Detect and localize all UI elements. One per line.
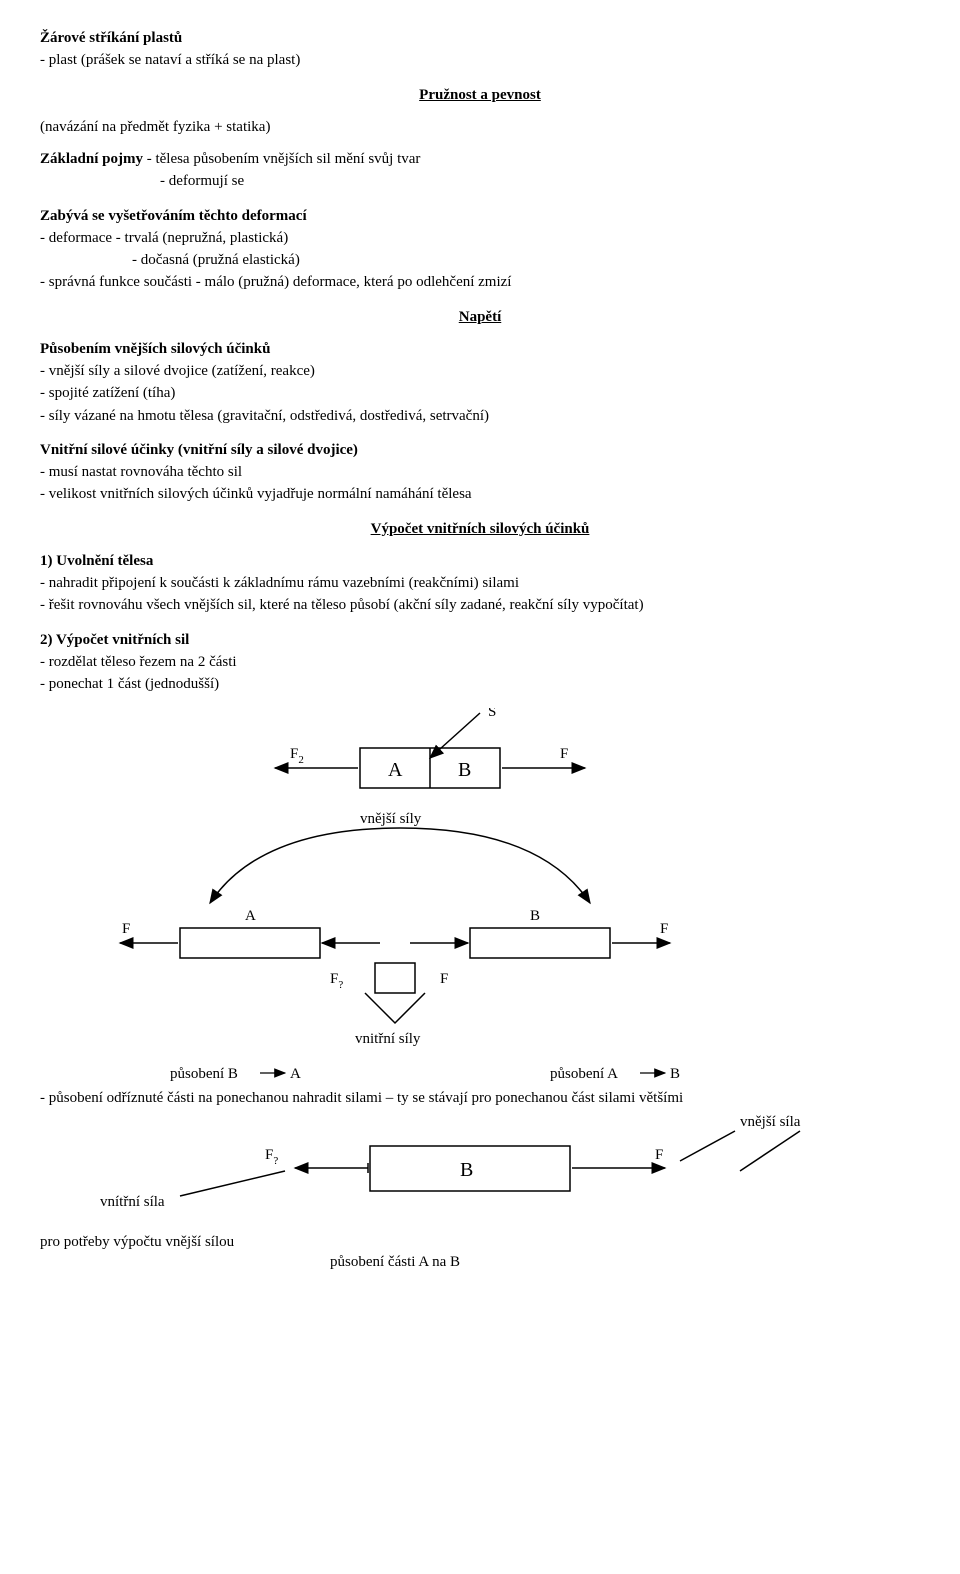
nav-note: (navázání na předmět fyzika + statika)	[40, 117, 920, 137]
bottom-line-1: pro potřeby výpočtu vnější sílou	[40, 1234, 235, 1250]
line: - dočasná (pružná elastická)	[40, 250, 920, 270]
line: Vnitřní silové účinky (vnitřní síly a si…	[40, 440, 920, 460]
line: - síly vázané na hmotu tělesa (gravitačn…	[40, 406, 920, 426]
svg-text:působení B: působení B	[170, 1066, 238, 1082]
line: - deformují se	[40, 171, 920, 191]
svg-text:F2: F2	[290, 746, 304, 766]
section-title: Výpočet vnitřních silových účinků	[40, 519, 920, 539]
line: 2) Výpočet vnitřních sil	[40, 630, 920, 650]
diagram-1: S A B F2 F	[140, 708, 690, 808]
diagram-3: vnější síla B F? F vnítřní síla pro potř…	[40, 1111, 920, 1271]
svg-text:F: F	[655, 1147, 663, 1163]
label-b: B	[458, 759, 471, 781]
svg-text:B: B	[670, 1066, 680, 1082]
label-f: F	[560, 746, 568, 762]
svg-text:B: B	[460, 1159, 473, 1181]
footer-line: - působení odříznuté části na ponechanou…	[40, 1088, 920, 1108]
line: Zabývá se vyšetřováním těchto deformací	[40, 206, 920, 226]
svg-text:A: A	[245, 908, 256, 924]
line: - rozdělat těleso řezem na 2 části	[40, 652, 920, 672]
line: - deformace - trvalá (nepružná, plastick…	[40, 228, 920, 248]
line: Působením vnějších silových účinků	[40, 339, 920, 359]
vnitrni-block: Vnitřní silové účinky (vnitřní síly a si…	[40, 440, 920, 505]
line: Základní pojmy - tělesa působením vnější…	[40, 149, 920, 169]
diagram-2: vnější síly A F B F F? F vnitřní síly pů…	[100, 808, 820, 1088]
label-a: A	[388, 759, 403, 781]
line: - vnější síly a silové dvojice (zatížení…	[40, 361, 920, 381]
zakladni-block: Základní pojmy - tělesa působením vnější…	[40, 149, 920, 192]
line: - spojité zatížení (tíha)	[40, 383, 920, 403]
svg-text:A: A	[290, 1066, 301, 1082]
line: - velikost vnitřních silových účinků vyj…	[40, 484, 920, 504]
inner-force-label: vnítřní síla	[100, 1194, 165, 1210]
zabyva-block: Zabývá se vyšetřováním těchto deformací …	[40, 206, 920, 293]
svg-text:F: F	[440, 971, 448, 987]
line: 1) Uvolnění tělesa	[40, 551, 920, 571]
title: Žárové stříkání plastů	[40, 28, 920, 48]
step1-block: 1) Uvolnění tělesa - nahradit připojení …	[40, 551, 920, 616]
line: - nahradit připojení k součásti k základ…	[40, 573, 920, 593]
svg-text:působení A: působení A	[550, 1066, 618, 1082]
line: - musí nastat rovnováha těchto sil	[40, 462, 920, 482]
label-title: vnější síly	[360, 811, 422, 827]
line: - řešit rovnováhu všech vnějších sil, kt…	[40, 595, 920, 615]
pusobenim-block: Působením vnějších silových účinků - vně…	[40, 339, 920, 426]
svg-text:F?: F?	[330, 971, 343, 991]
step2-block: 2) Výpočet vnitřních sil - rozdělat těle…	[40, 630, 920, 695]
inner-title: vnitřní síly	[355, 1031, 421, 1047]
svg-text:F?: F?	[265, 1147, 278, 1167]
subtitle: - plast (prášek se nataví a stříká se na…	[40, 50, 920, 70]
section-title: Pružnost a pevnost	[40, 85, 920, 105]
outer-force-label: vnější síla	[740, 1114, 801, 1130]
section-title: Napětí	[40, 307, 920, 327]
svg-text:B: B	[530, 908, 540, 924]
svg-text:F: F	[660, 921, 668, 937]
label-s: S	[488, 708, 496, 720]
bottom-line-2: působení části A na B	[330, 1254, 460, 1270]
svg-text:F: F	[122, 921, 130, 937]
line: - správná funkce součásti - málo (pružná…	[40, 272, 920, 292]
line: - ponechat 1 část (jednodušší)	[40, 674, 920, 694]
heading-1: Žárové stříkání plastů - plast (prášek s…	[40, 28, 920, 71]
